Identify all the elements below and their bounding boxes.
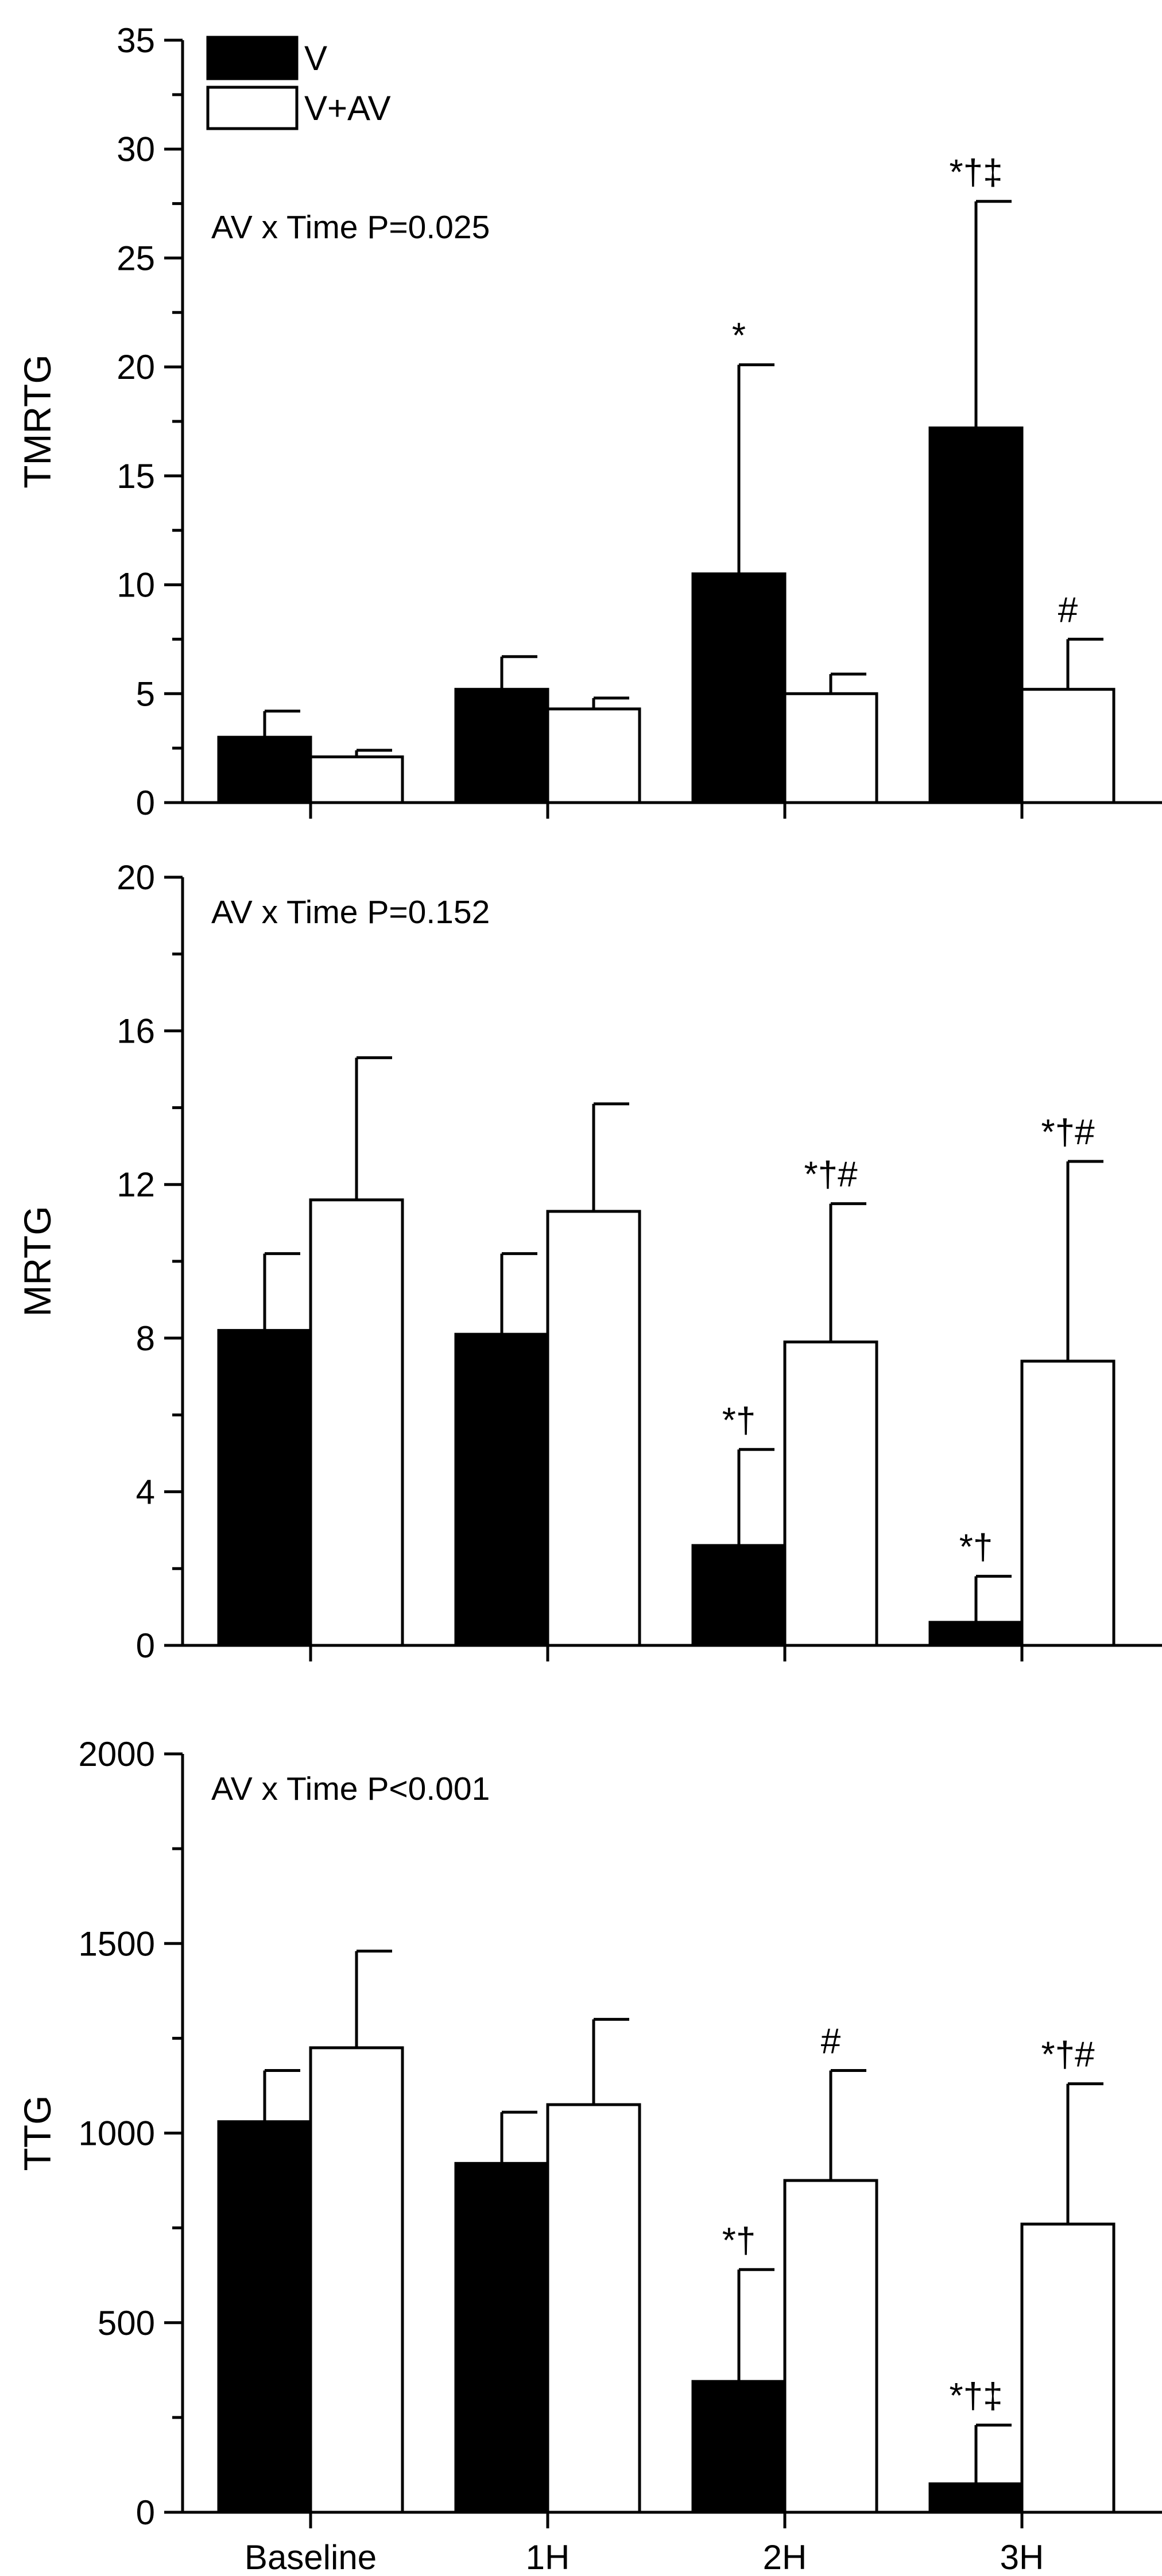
bar-v-av-1 [546, 707, 641, 804]
x-label-1h: 1H [526, 2538, 570, 2576]
bar-v-av-3 [1020, 688, 1115, 804]
sig-label-v-av-3: # [1058, 590, 1078, 630]
bar-v-2 [691, 572, 787, 804]
y-tick-label: 15 [117, 457, 155, 495]
bar-v-0 [217, 2120, 312, 2514]
sig-label-v-av-2: # [821, 2022, 841, 2062]
bar-v-2 [691, 2380, 787, 2514]
bar-v-av-3 [1020, 2222, 1115, 2514]
bar-v-av-1 [546, 1210, 641, 1647]
bar-v-3 [928, 1621, 1024, 1647]
bar-v-3 [928, 426, 1024, 804]
legend: V V+AV [206, 36, 391, 130]
sig-label-v-av-3: *†# [1041, 2035, 1095, 2075]
bar-v-1 [454, 1332, 549, 1647]
y-tick-label: 5 [136, 675, 155, 713]
y-tick-label: 10 [117, 566, 155, 605]
y-tick-label: 20 [117, 348, 155, 386]
x-axis-category-labels: Baseline 1H 2H 3H [245, 2538, 1044, 2576]
sig-label-v-2: * [732, 316, 746, 355]
legend-swatch-v-av [206, 86, 299, 130]
y-tick-label: 35 [117, 21, 155, 60]
sig-label-v-3: *†‡ [949, 153, 1002, 192]
y-tick-label: 4 [136, 1473, 155, 1511]
bar-v-av-2 [783, 692, 878, 804]
bar-v-av-2 [783, 2179, 878, 2514]
y-tick-label: 25 [117, 239, 155, 277]
chart-panel-tmrtg: * *†‡ #0 5 10 15 20 25 30 35 TMRTG AV x Time P=0.02… [16, 21, 1162, 822]
bar-v-2 [691, 1544, 787, 1647]
y-axis-label: TTG [16, 2095, 59, 2171]
y-tick-label: 500 [98, 2304, 155, 2342]
sig-label-v-2: *† [722, 2221, 756, 2260]
legend-swatch-v [206, 36, 299, 80]
y-tick-label: 0 [136, 2493, 155, 2532]
bar-v-av-0 [309, 2046, 404, 2514]
interaction-annotation: AV x Time P=0.025 [211, 209, 490, 246]
y-tick-label: 16 [117, 1012, 155, 1051]
y-tick-label: 1500 [79, 1924, 155, 1963]
x-label-baseline: Baseline [245, 2538, 377, 2576]
bar-v-av-2 [783, 1340, 878, 1647]
chart-panel-mrtg: *† *† *†# *†# 0 4 8 12 16 20 MRTG AV x Time P=0.152 [16, 858, 1162, 1665]
bar-v-3 [928, 2482, 1024, 2514]
bar-v-1 [454, 2161, 549, 2514]
bar-v-av-3 [1020, 1359, 1115, 1647]
y-tick-label: 2000 [79, 1735, 155, 1773]
chart-panel-ttg: *† *†‡ # *†# 0 500 1000 1500 2000 TTG AV x Time P<… [16, 1735, 1162, 2532]
y-tick-label: 0 [136, 1626, 155, 1665]
interaction-annotation: AV x Time P=0.152 [211, 894, 490, 931]
sig-label-v-2: *† [722, 1401, 756, 1440]
y-tick-label: 20 [117, 858, 155, 897]
bar-v-av-1 [546, 2103, 641, 2514]
y-tick-label: 0 [136, 784, 155, 822]
y-axis-label: TMRTG [16, 354, 59, 488]
y-tick-label: 30 [117, 130, 155, 169]
sig-label-v-3: *† [959, 1528, 993, 1567]
y-axis-label: MRTG [16, 1206, 59, 1316]
interaction-annotation: AV x Time P<0.001 [211, 1771, 490, 1807]
legend-label-v-av: V+AV [304, 89, 391, 127]
y-tick-label: 1000 [79, 2114, 155, 2153]
x-label-3h: 3H [1000, 2538, 1044, 2576]
x-label-2h: 2H [763, 2538, 807, 2576]
bar-v-av-0 [309, 1198, 404, 1647]
sig-label-v-av-3: *†# [1041, 1113, 1095, 1152]
bar-v-1 [454, 688, 549, 804]
sig-label-v-3: *†‡ [949, 2376, 1002, 2416]
chart-panels: * *†‡ #0 5 10 15 20 25 30 35 TMRTG AV x Time P=0.02… [16, 21, 1162, 2532]
bar-v-av-0 [309, 755, 404, 804]
sig-label-v-av-2: *†# [804, 1155, 858, 1195]
y-tick-label: 12 [117, 1165, 155, 1204]
y-tick-label: 8 [136, 1319, 155, 1358]
legend-label-v: V [304, 39, 327, 78]
bar-v-0 [217, 1328, 312, 1647]
bar-v-0 [217, 735, 312, 804]
